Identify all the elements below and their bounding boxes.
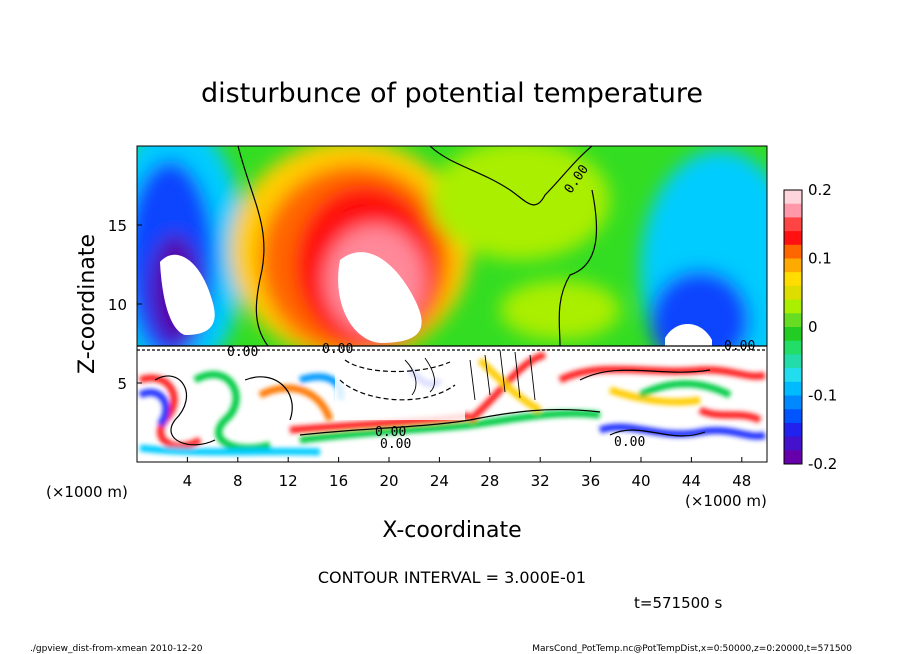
footer-left: ./gpview_dist-from-xmean 2010-12-20 [30, 644, 203, 654]
colorbar-cell [784, 450, 802, 465]
colorbar-cell [784, 203, 802, 218]
footer-right: MarsCond_PotTemp.nc@PotTempDist,x=0:5000… [532, 644, 852, 654]
y-axis: 5 10 15 [108, 217, 142, 393]
x-tick-label: 48 [732, 472, 751, 490]
y-axis-label: Z-coordinate [75, 234, 100, 374]
colorbar-cell [784, 285, 802, 301]
contour-label: 0.00 [380, 437, 411, 452]
x-tick-label: 16 [329, 472, 348, 490]
chart-title: disturbunce of potential temperature [201, 78, 703, 109]
contour-label: 0.00 [724, 339, 755, 354]
colorbar: 0.2 0.1 0 -0.1 -0.2 [783, 181, 837, 473]
x-axis-label: X-coordinate [382, 518, 521, 543]
x-axis-unit-right: (×1000 m) [685, 492, 767, 510]
colorbar-cell [784, 258, 802, 273]
colorbar-cell [784, 313, 802, 328]
contour-label: 0.00 [227, 345, 258, 360]
y-tick-label: 5 [117, 375, 127, 393]
plot-area: 0.00 0.00 0.00 0.00 0.00 0.00 0.00 [137, 146, 767, 462]
colorbar-tick-label: 0.1 [808, 250, 832, 268]
colorbar-tick-label: 0 [808, 318, 818, 336]
contour-label: 0.00 [375, 425, 406, 440]
colorbar-tick-label: -0.1 [808, 387, 837, 405]
colorbar-cell [784, 395, 802, 410]
contour-interval-text: CONTOUR INTERVAL = 3.000E-01 [318, 568, 586, 587]
x-tick-label: 44 [682, 472, 701, 490]
x-tick-label: 40 [631, 472, 650, 490]
colorbar-cell [784, 217, 802, 232]
colorbar-cell [784, 231, 802, 246]
x-tick-label: 4 [183, 472, 193, 490]
x-tick-label: 24 [430, 472, 449, 490]
colorbar-cell [784, 327, 802, 342]
colorbar-cell [784, 409, 802, 424]
colorbar-cell [784, 340, 802, 355]
colorbar-cell [784, 272, 802, 287]
colorbar-cell [784, 368, 802, 383]
x-tick-label: 36 [581, 472, 600, 490]
contour-label: 0.00 [322, 342, 353, 357]
x-tick-label: 28 [480, 472, 499, 490]
x-tick-label: 32 [531, 472, 550, 490]
colorbar-tick-label: 0.2 [808, 181, 832, 199]
colorbar-cell [784, 190, 802, 205]
colorbar-cell [784, 244, 802, 259]
colorbar-cell [784, 436, 802, 451]
x-axis: 4 8 12 16 20 24 28 32 36 40 44 48 [183, 457, 751, 490]
colorbar-tick-label: -0.2 [808, 455, 837, 473]
colorbar-cell [784, 422, 802, 438]
y-tick-label: 10 [108, 296, 127, 314]
contour-label: 0.00 [614, 435, 645, 450]
colorbar-cell [784, 299, 802, 314]
y-tick-label: 15 [108, 217, 127, 235]
colorbar-cell [784, 354, 802, 369]
x-tick-label: 12 [279, 472, 298, 490]
colorbar-cell [784, 381, 802, 396]
x-tick-label: 8 [233, 472, 243, 490]
time-label: t=571500 s [634, 594, 722, 612]
x-tick-label: 20 [379, 472, 398, 490]
x-axis-unit: (×1000 m) [46, 483, 128, 501]
